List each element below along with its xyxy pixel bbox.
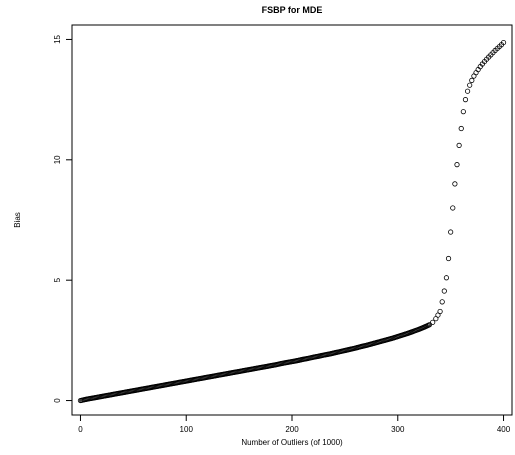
y-tick-label: 0: [53, 398, 62, 403]
x-axis-label: Number of Outliers (of 1000): [241, 438, 343, 447]
data-point: [448, 229, 454, 235]
y-axis-label: Bias: [13, 212, 22, 228]
data-point: [469, 77, 475, 83]
data-point: [430, 319, 436, 325]
x-tick-label: 200: [285, 425, 299, 434]
data-point: [462, 97, 469, 103]
data-point: [439, 299, 445, 305]
data-points: [77, 39, 507, 404]
x-tick-label: 300: [391, 425, 405, 434]
x-tick-label: 0: [78, 425, 83, 434]
data-point: [445, 255, 452, 262]
y-tick-label: 10: [53, 155, 62, 164]
x-tick-label: 400: [497, 425, 511, 434]
data-point: [456, 142, 462, 148]
y-tick-label: 15: [53, 34, 62, 43]
data-point: [452, 181, 458, 187]
data-point: [473, 70, 479, 76]
plot-frame: [71, 24, 513, 416]
data-point: [458, 125, 464, 132]
y-tick-label: 5: [53, 277, 62, 282]
data-point: [460, 109, 466, 115]
chart-title: FSBP for MDE: [262, 5, 323, 15]
data-point: [437, 308, 443, 315]
data-point: [443, 275, 450, 281]
data-point: [464, 88, 471, 94]
x-tick-label: 100: [180, 425, 194, 434]
data-point: [454, 162, 460, 168]
y-axis: 0 5 10 15: [53, 34, 72, 403]
data-point: [441, 288, 447, 294]
data-point: [467, 82, 473, 88]
x-axis: 0 100 200 300 400: [78, 415, 511, 434]
data-point: [450, 205, 456, 211]
data-point: [500, 39, 507, 46]
